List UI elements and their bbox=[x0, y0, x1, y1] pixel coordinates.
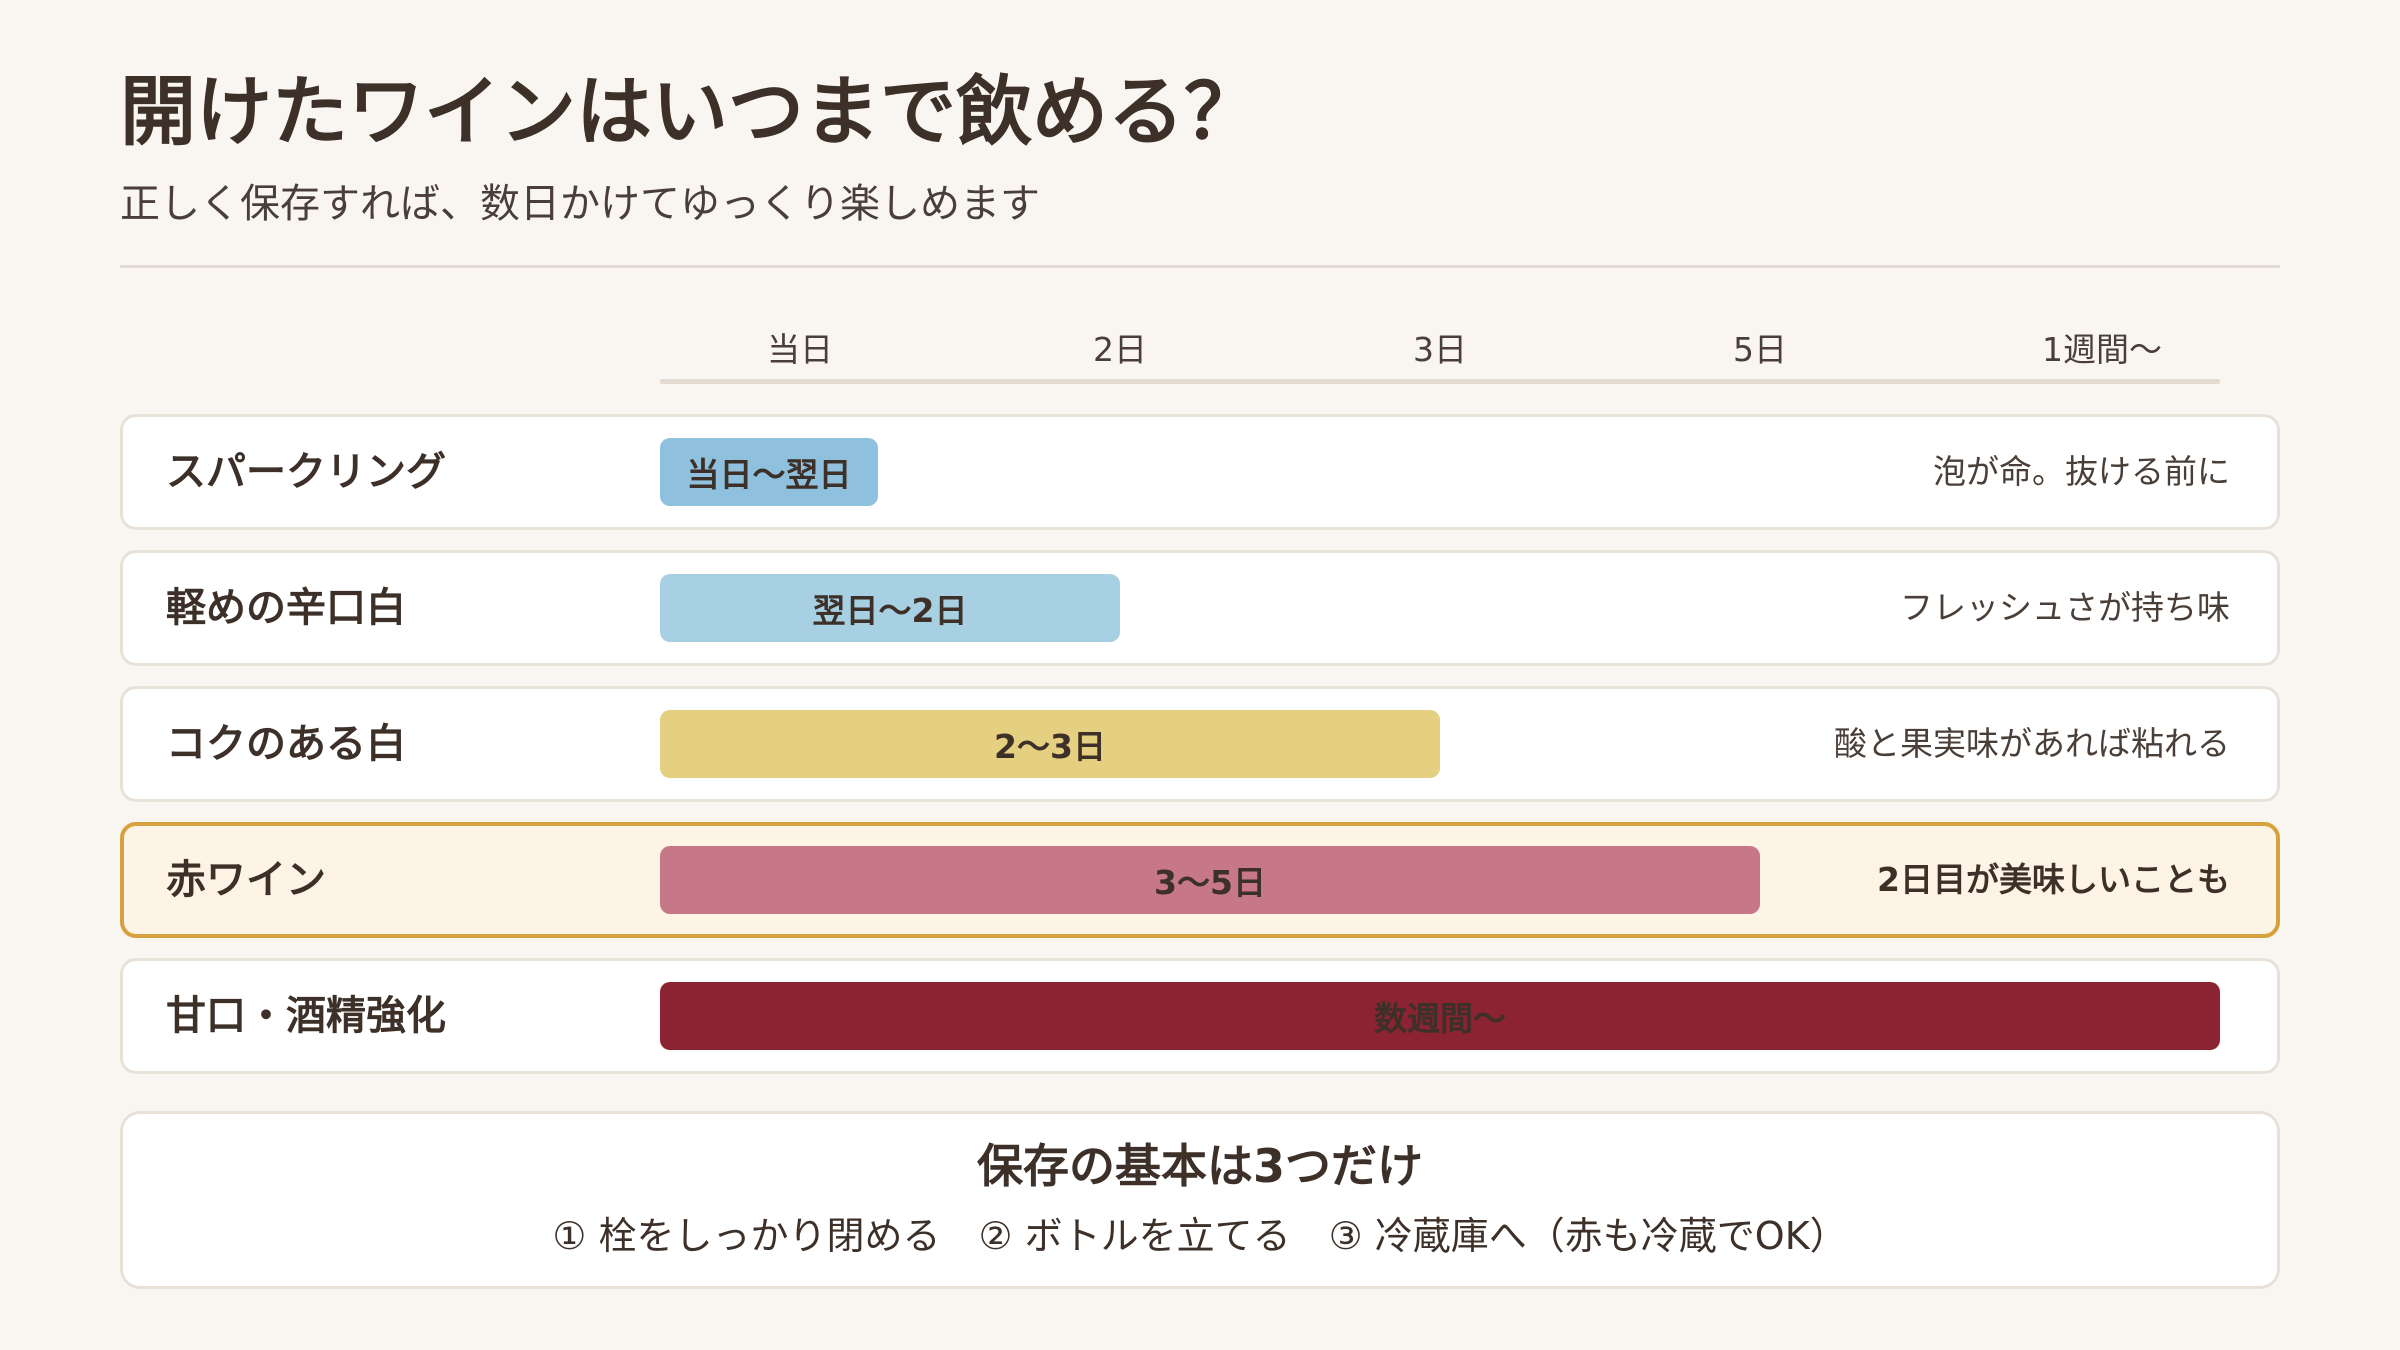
axis-tick-label: 3日 bbox=[1413, 330, 1467, 369]
axis-line bbox=[660, 379, 2220, 384]
chart-row bbox=[120, 550, 2280, 666]
duration-bar: 翌日〜2日 bbox=[660, 574, 1120, 642]
axis-tick-label: 2日 bbox=[1093, 330, 1147, 369]
category-label: 甘口・酒精強化 bbox=[166, 993, 446, 1039]
header-divider bbox=[120, 265, 2280, 268]
storage-tips-title: 保存の基本は3つだけ bbox=[976, 1139, 1423, 1193]
category-label: コクのある白 bbox=[166, 721, 406, 767]
axis-tick-label: 1週間〜 bbox=[2042, 330, 2162, 369]
row-note: 泡が命。抜ける前に bbox=[1933, 452, 2230, 491]
duration-bar: 2〜3日 bbox=[660, 710, 1440, 778]
storage-tips-text: ① 栓をしっかり閉める ② ボトルを立てる ③ 冷蔵庫へ（赤も冷蔵でOK） bbox=[552, 1214, 1848, 1258]
category-label: 軽めの辛口白 bbox=[166, 585, 406, 631]
chart-row bbox=[120, 414, 2280, 530]
axis-tick-label: 当日 bbox=[767, 330, 833, 369]
page-subtitle: 正しく保存すれば、数日かけてゆっくり楽しめます bbox=[120, 181, 1040, 227]
storage-tips-box bbox=[120, 1111, 2280, 1289]
page-title: 開けたワインはいつまで飲める？ bbox=[120, 67, 1260, 156]
row-note: フレッシュさが持ち味 bbox=[1900, 588, 2230, 627]
chart-row bbox=[120, 822, 2280, 938]
duration-bar: 当日〜翌日 bbox=[660, 438, 878, 506]
duration-bar: 3〜5日 bbox=[660, 846, 1760, 914]
duration-bar: 数週間〜 bbox=[660, 982, 2220, 1050]
category-label: 赤ワイン bbox=[166, 857, 326, 903]
row-note: 酸と果実味があれば粘れる bbox=[1834, 724, 2230, 763]
axis-tick-label: 5日 bbox=[1733, 330, 1787, 369]
row-note: 2日目が美味しいことも bbox=[1877, 860, 2230, 899]
category-label: スパークリング bbox=[166, 449, 446, 495]
